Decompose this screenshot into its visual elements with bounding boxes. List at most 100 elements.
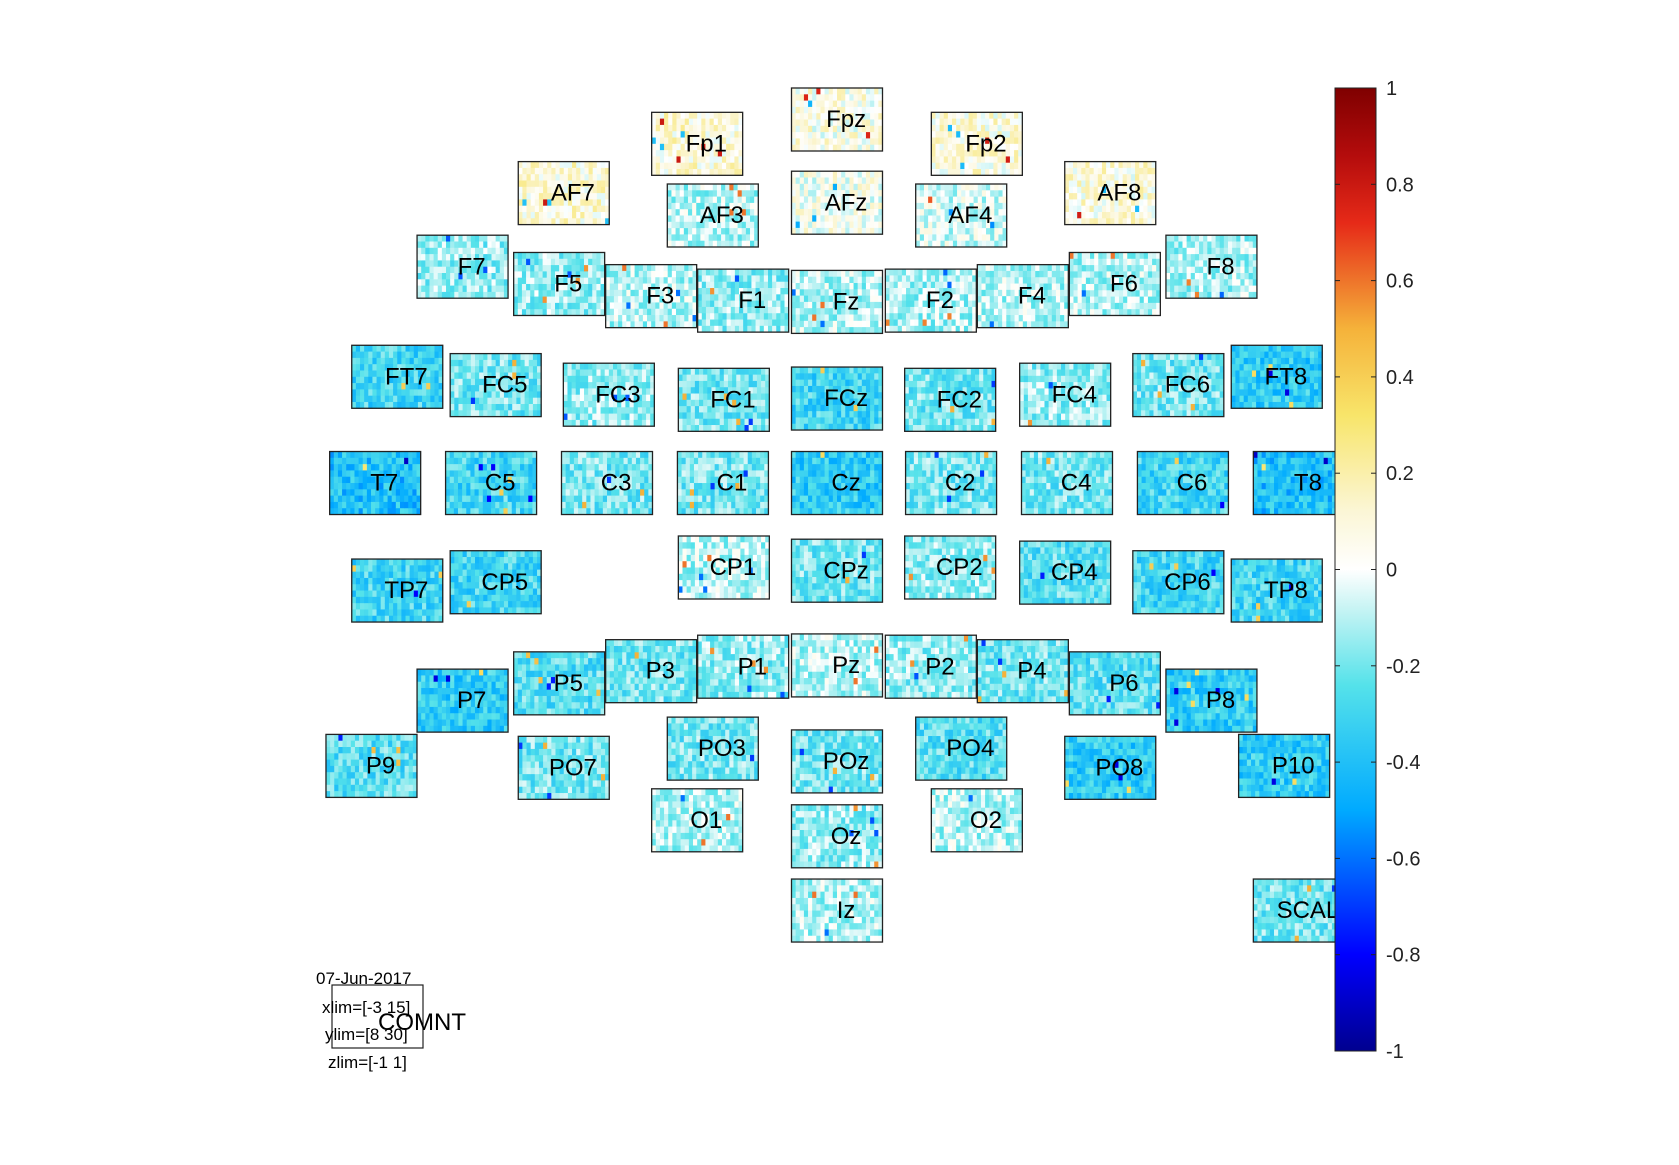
channel-panel-cp1: CP1 xyxy=(677,535,770,600)
channel-panel-p6: P6 xyxy=(1068,651,1161,716)
colorbar-tick-label: 1 xyxy=(1386,78,1397,100)
colorbar-ticks: 1 0.8 0.6 0.4 0.2 0 -0.2 -0.4 -0.6 -0.8 -1 xyxy=(1335,78,1420,1063)
comment-panel xyxy=(331,984,424,1049)
channel-label-cpz: CPz xyxy=(823,557,868,584)
info-xlim: xlim=[-3 15] xyxy=(322,998,410,1017)
channel-panel-scal: SCAL xyxy=(1252,878,1345,943)
channel-panel-f1: F1 xyxy=(697,268,790,333)
channel-label-f4: F4 xyxy=(1018,283,1046,310)
channel-label-p2: P2 xyxy=(925,653,954,680)
channel-label-p7: P7 xyxy=(457,687,486,714)
channel-panel-cp2: CP2 xyxy=(904,535,997,600)
colorbar-tick-label: 0.4 xyxy=(1386,367,1414,389)
channel-label-fp1: Fp1 xyxy=(686,130,727,157)
channel-panel-fc2: FC2 xyxy=(904,367,997,432)
channel-panel-fcz: FCz xyxy=(790,366,884,431)
channel-label-c1: C1 xyxy=(717,470,748,497)
channel-panel-f8: F8 xyxy=(1165,234,1258,299)
colorbar-tick-label: -1 xyxy=(1386,1041,1404,1063)
channel-panel-f4: F4 xyxy=(976,263,1069,329)
channel-panel-p5: P5 xyxy=(513,651,606,716)
channel-label-c6: C6 xyxy=(1177,470,1208,497)
channel-panel-fc1: FC1 xyxy=(677,367,770,432)
channel-panel-po4: PO4 xyxy=(915,716,1008,781)
channel-label-af4: AF4 xyxy=(948,202,992,229)
colorbar-tick-label: 0 xyxy=(1386,560,1397,582)
channel-label-cp2: CP2 xyxy=(936,554,983,581)
channel-panel-ft8: FT8 xyxy=(1230,344,1323,409)
channel-panel-f5: F5 xyxy=(513,251,606,317)
info-zlim: zlim=[-1 1] xyxy=(328,1053,407,1072)
channel-label-f7: F7 xyxy=(458,253,486,280)
channel-label-fc3: FC3 xyxy=(595,381,640,408)
channel-panel-iz: Iz xyxy=(790,878,884,943)
channel-label-afz: AFz xyxy=(825,189,868,216)
channel-label-p4: P4 xyxy=(1017,658,1046,685)
channel-panel-c6: C6 xyxy=(1136,450,1230,516)
colorbar-tick-label: 0.6 xyxy=(1386,271,1414,293)
channel-panel-oz: Oz xyxy=(790,804,884,869)
channel-panel-c1: C1 xyxy=(676,450,770,516)
channel-label-po7: PO7 xyxy=(549,754,597,781)
channel-label-tp8: TP8 xyxy=(1264,577,1308,604)
channel-label-oz: Oz xyxy=(831,823,862,850)
channel-label-fc4: FC4 xyxy=(1052,381,1097,408)
channel-panel-po8: PO8 xyxy=(1064,735,1157,800)
channel-panel-c3: C3 xyxy=(560,450,654,516)
channel-label-c5: C5 xyxy=(485,470,516,497)
colorbar-tick-label: 0.8 xyxy=(1386,174,1414,196)
channel-label-po3: PO3 xyxy=(698,735,746,762)
channel-panel-po3: PO3 xyxy=(666,716,759,781)
channel-panel-f6: F6 xyxy=(1068,251,1161,317)
channel-label-p6: P6 xyxy=(1109,670,1138,697)
channel-panel-fc4: FC4 xyxy=(1019,362,1112,427)
channel-label-po4: PO4 xyxy=(946,735,994,762)
channel-label-po8: PO8 xyxy=(1095,754,1143,781)
colorbar: 1 0.8 0.6 0.4 0.2 0 -0.2 -0.4 -0.6 -0.8 -1 xyxy=(1334,78,1420,1063)
channel-panel-fp1: Fp1 xyxy=(651,111,744,176)
channel-panel-t7: T7 xyxy=(329,450,422,516)
channel-label-p10: P10 xyxy=(1272,752,1315,779)
channel-panel-f3: F3 xyxy=(605,263,698,329)
channel-label-fz: Fz xyxy=(833,288,860,315)
channel-panel-o1: O1 xyxy=(651,788,744,853)
channel-panel-fpz: Fpz xyxy=(790,87,884,152)
channel-panel-ft7: FT7 xyxy=(351,344,444,409)
channel-label-ft8: FT8 xyxy=(1265,363,1308,390)
channel-label-af7: AF7 xyxy=(551,180,595,207)
channel-label-ft7: FT7 xyxy=(385,363,428,390)
channel-panel-af4: AF4 xyxy=(915,183,1008,248)
channel-label-f3: F3 xyxy=(646,283,674,310)
channel-label-f2: F2 xyxy=(926,287,954,314)
channel-panel-fc6: FC6 xyxy=(1132,352,1225,418)
channel-label-t8: T8 xyxy=(1294,470,1322,497)
channel-label-p3: P3 xyxy=(646,658,675,685)
channel-label-scal: SCAL xyxy=(1277,897,1340,924)
channel-label-tp7: TP7 xyxy=(384,577,428,604)
channel-label-fc1: FC1 xyxy=(710,386,755,413)
channel-panel-o2: O2 xyxy=(930,788,1023,853)
channel-panel-af8: AF8 xyxy=(1064,160,1157,226)
channel-label-fc2: FC2 xyxy=(937,386,982,413)
channel-panel-af7: AF7 xyxy=(517,160,610,226)
channel-label-cp5: CP5 xyxy=(481,569,528,596)
channel-panel-p2: P2 xyxy=(884,634,977,699)
channel-label-f6: F6 xyxy=(1110,271,1138,298)
channel-panel-c5: C5 xyxy=(444,450,538,516)
channel-label-f5: F5 xyxy=(554,271,582,298)
channel-panel-p4: P4 xyxy=(976,639,1069,704)
channel-panel-c2: C2 xyxy=(904,450,998,516)
colorbar-tick-label: -0.6 xyxy=(1386,848,1420,870)
channel-label-pz: Pz xyxy=(832,652,860,679)
channel-label-fcz: FCz xyxy=(824,385,868,412)
channel-label-o1: O1 xyxy=(690,807,722,834)
channel-label-f8: F8 xyxy=(1207,253,1235,280)
channel-label-p1: P1 xyxy=(738,653,767,680)
channel-label-fpz: Fpz xyxy=(826,106,866,133)
channel-label-cz: Cz xyxy=(831,470,860,497)
channel-panel-p7: P7 xyxy=(416,668,509,733)
colorbar-tick-label: -0.8 xyxy=(1386,945,1420,967)
channel-label-poz: POz xyxy=(823,748,870,775)
info-ylim: ylim=[8 30] xyxy=(325,1025,408,1044)
channel-panel-tp7: TP7 xyxy=(351,558,444,623)
